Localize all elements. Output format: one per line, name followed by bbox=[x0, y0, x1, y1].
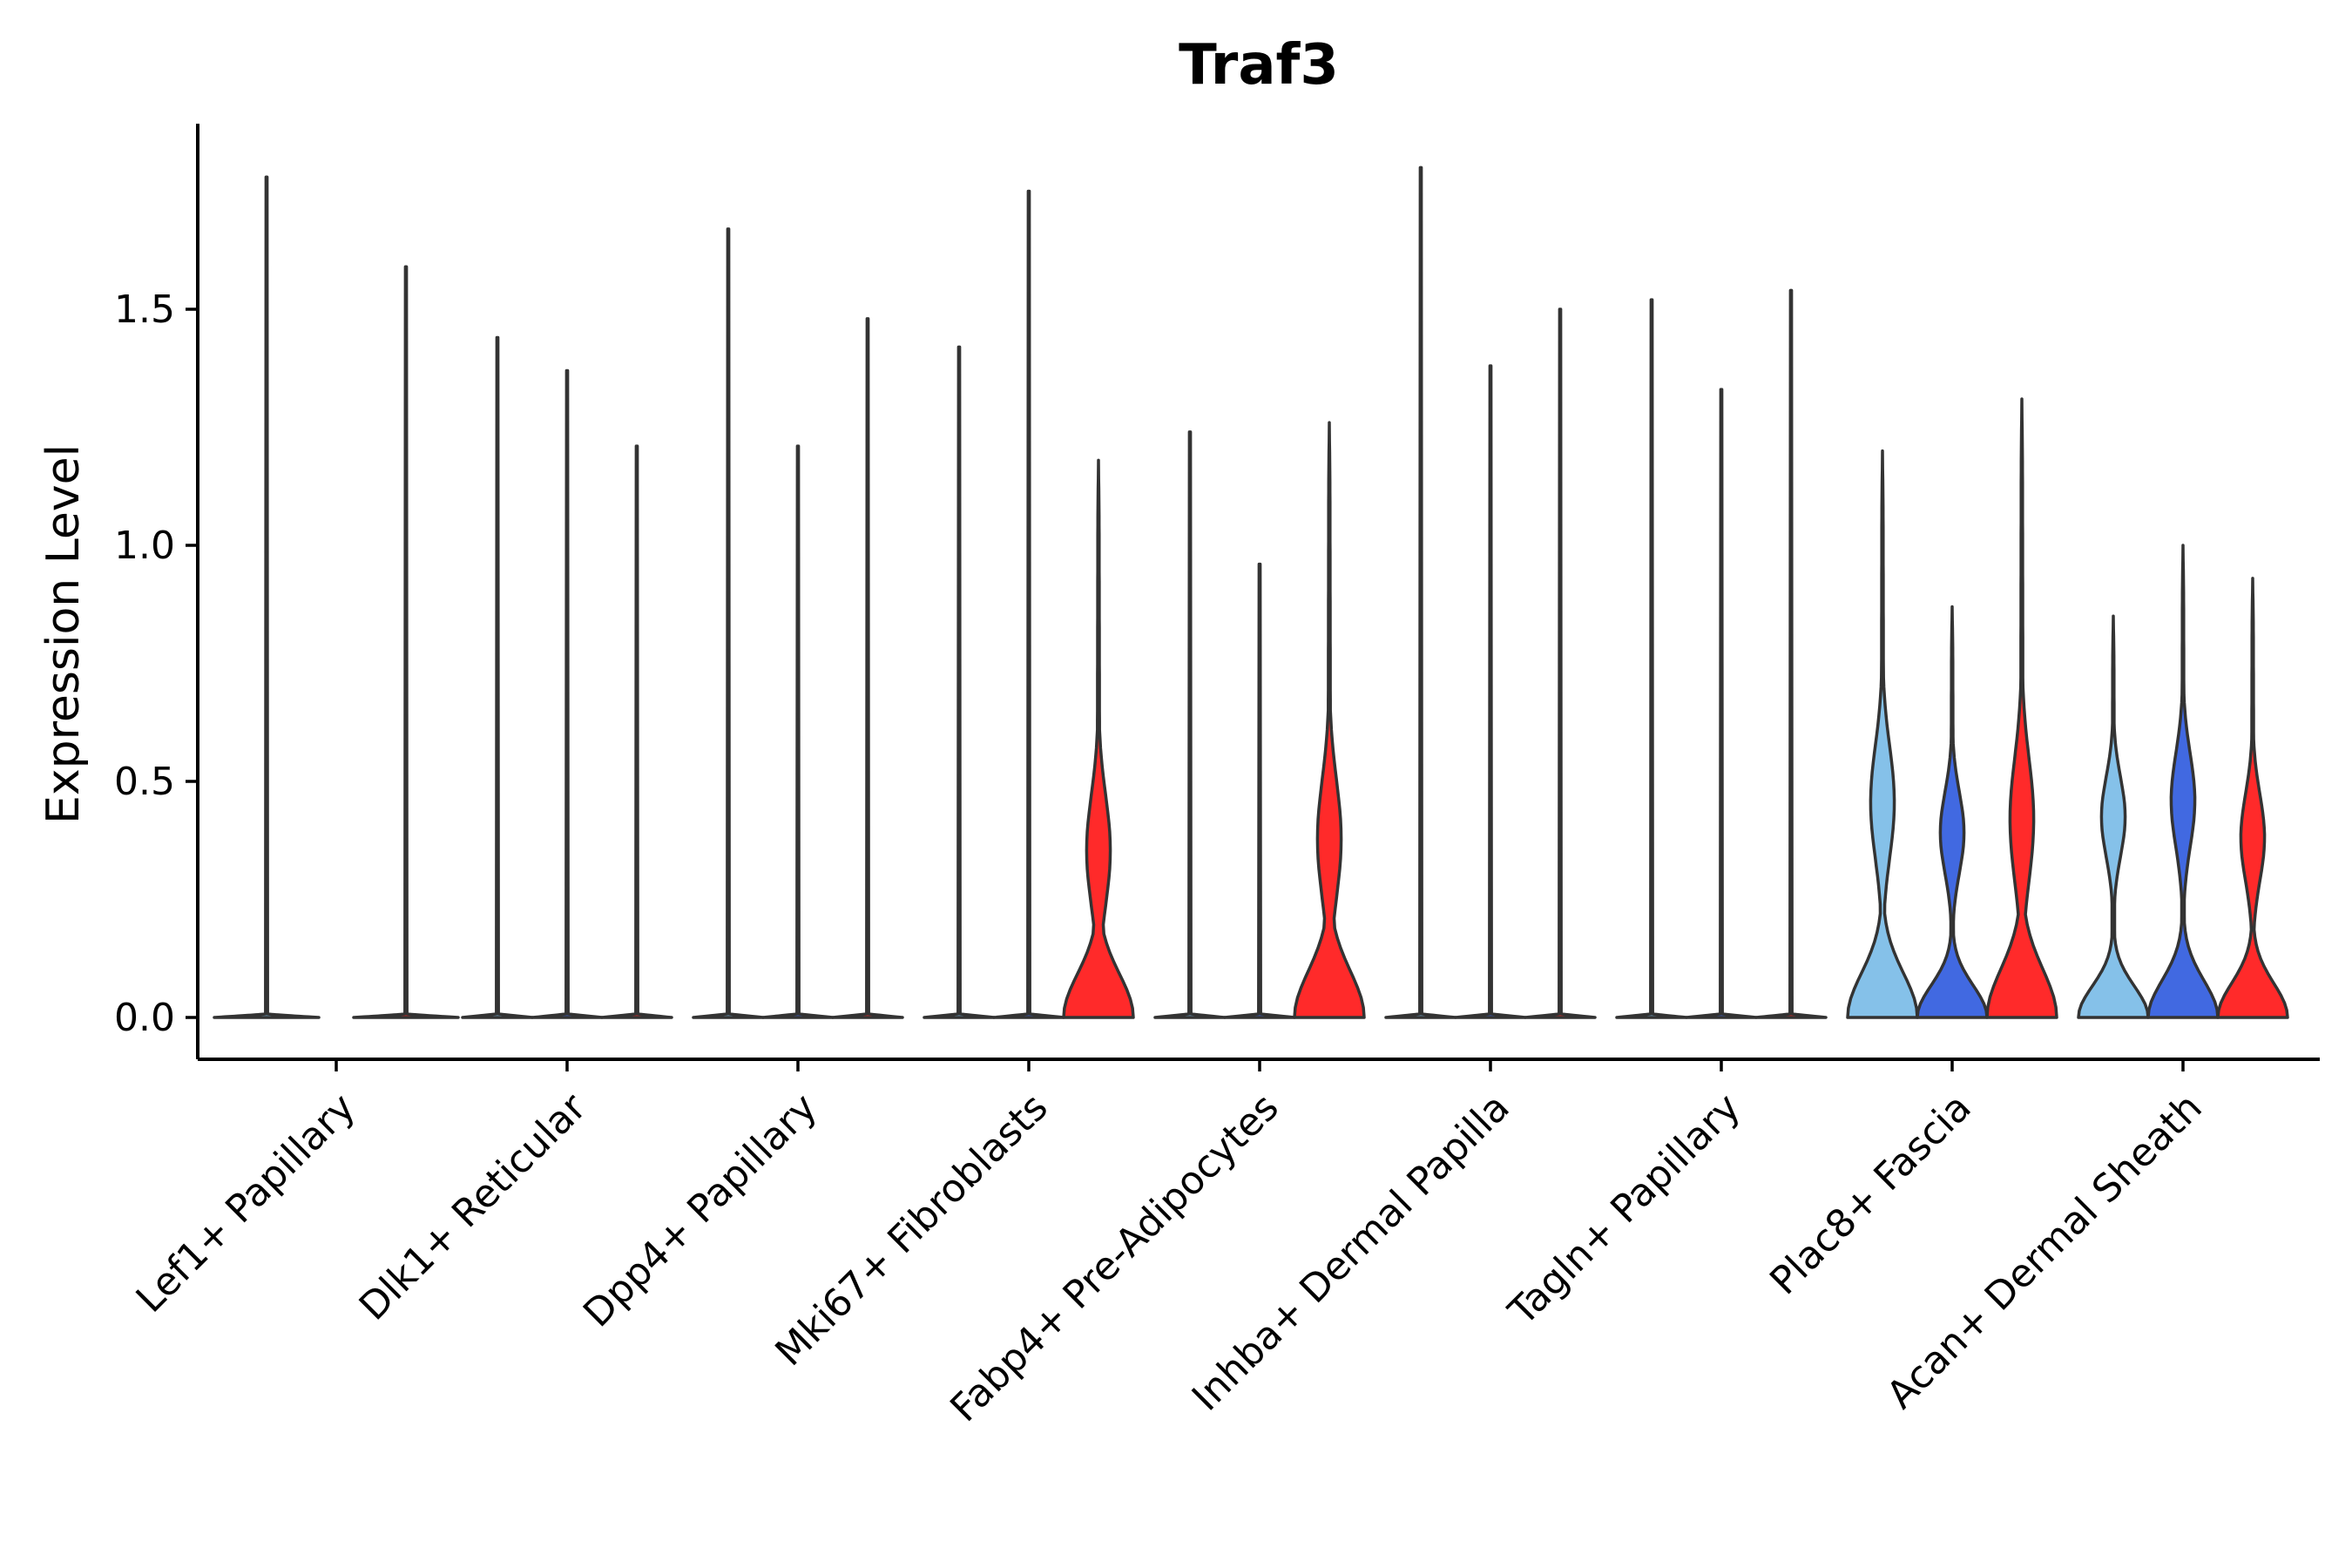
x-tick-label: Dpp4+ Papillary bbox=[575, 1085, 826, 1336]
violin-2-tagln-papillary bbox=[1685, 388, 1758, 1019]
violin-2-mki67-fibroblasts bbox=[992, 189, 1065, 1019]
violin-1-fabp4-pre-adipocytes bbox=[1153, 430, 1227, 1019]
chart-title: Traf3 bbox=[1179, 33, 1339, 98]
violin-1-tagln-papillary bbox=[1615, 298, 1688, 1019]
violin-3-tagln-papillary bbox=[1754, 288, 1828, 1019]
y-tick-label: 0.0 bbox=[114, 996, 175, 1040]
x-tick-label: Dlk1+ Reticular bbox=[351, 1085, 596, 1329]
violin-2-fabp4-pre-adipocytes bbox=[1223, 562, 1296, 1019]
violin-1-dlk1-reticular bbox=[461, 335, 534, 1019]
violin-1-dpp4-papillary bbox=[692, 227, 765, 1019]
x-tick-label: Lef1+ Papillary bbox=[128, 1085, 364, 1321]
violin-1-inhba-dermal-papilla bbox=[1384, 166, 1457, 1019]
violin-3-fabp4-pre-adipocytes bbox=[1293, 421, 1366, 1019]
violin-1-mki67-fibroblasts bbox=[923, 345, 996, 1019]
violin-2-dlk1-reticular bbox=[531, 368, 604, 1019]
y-axis-label: Expression Level bbox=[37, 444, 90, 824]
violin-3-inhba-dermal-papilla bbox=[1524, 308, 1597, 1019]
violins-group bbox=[213, 166, 2289, 1019]
violin-1-acan-dermal-sheath bbox=[2077, 614, 2150, 1019]
violin-3-plac8-fascia bbox=[1985, 397, 2058, 1019]
violin-3-dlk1-reticular bbox=[600, 444, 673, 1019]
y-tick-label: 0.5 bbox=[114, 760, 175, 804]
violin-3-lef1-papillary bbox=[352, 265, 460, 1019]
x-tick-label: Plac8+ Fascia bbox=[1761, 1085, 1980, 1304]
y-tick-label: 1.0 bbox=[114, 524, 175, 568]
violin-2-plac8-fascia bbox=[1916, 605, 1989, 1019]
violin-2-inhba-dermal-papilla bbox=[1454, 364, 1527, 1019]
violin-1-lef1-papillary bbox=[213, 175, 321, 1019]
violin-2-dpp4-papillary bbox=[761, 444, 835, 1019]
violin-2-acan-dermal-sheath bbox=[2146, 544, 2220, 1019]
y-tick-label: 1.5 bbox=[114, 287, 175, 332]
violin-3-acan-dermal-sheath bbox=[2216, 577, 2289, 1019]
violin-3-mki67-fibroblasts bbox=[1062, 458, 1135, 1019]
x-tick-label: Tagln+ Papillary bbox=[1500, 1085, 1749, 1335]
violin-1-plac8-fascia bbox=[1846, 449, 1919, 1019]
violin-3-dpp4-papillary bbox=[831, 317, 904, 1019]
